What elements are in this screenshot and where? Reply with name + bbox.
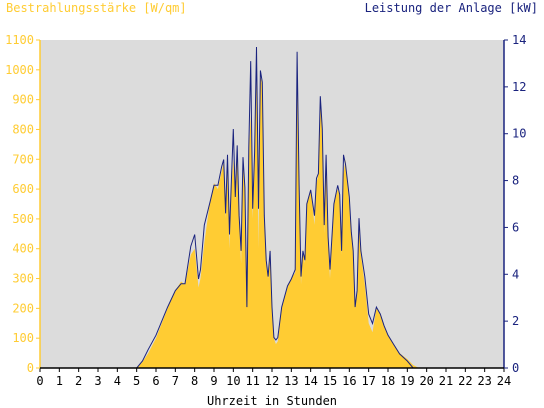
right-tick-label: 6	[512, 220, 519, 234]
left-tick-label: 500	[12, 212, 34, 226]
right-tick-label: 12	[512, 80, 526, 94]
left-tick-label: 900	[12, 93, 34, 107]
x-tick-label: 0	[36, 374, 43, 388]
right-axis-title: Leistung der Anlage [kW]	[365, 1, 538, 15]
x-tick-label: 22	[458, 374, 472, 388]
x-tick-label: 10	[226, 374, 240, 388]
right-tick-label: 0	[512, 361, 519, 375]
left-tick-label: 700	[12, 152, 34, 166]
x-tick-label: 21	[439, 374, 453, 388]
right-tick-label: 8	[512, 174, 519, 188]
x-tick-label: 24	[497, 374, 511, 388]
x-tick-label: 23	[477, 374, 491, 388]
x-tick-label: 6	[152, 374, 159, 388]
left-tick-label: 800	[12, 122, 34, 136]
left-tick-label: 1100	[5, 33, 34, 47]
x-tick-label: 14	[303, 374, 317, 388]
x-tick-label: 7	[172, 374, 179, 388]
x-tick-label: 9	[210, 374, 217, 388]
x-tick-label: 18	[381, 374, 395, 388]
right-tick-label: 14	[512, 33, 526, 47]
x-tick-label: 3	[94, 374, 101, 388]
left-tick-label: 400	[12, 242, 34, 256]
x-tick-label: 5	[133, 374, 140, 388]
x-tick-label: 16	[342, 374, 356, 388]
left-tick-label: 200	[12, 301, 34, 315]
right-tick-label: 4	[512, 267, 519, 281]
x-tick-label: 15	[323, 374, 337, 388]
x-tick-label: 4	[114, 374, 121, 388]
left-axis-title: Bestrahlungsstärke [W/qm]	[6, 1, 187, 15]
power-line	[40, 46, 504, 369]
x-tick-label: 8	[191, 374, 198, 388]
left-tick-label: 300	[12, 272, 34, 286]
x-tick-label: 19	[400, 374, 414, 388]
x-tick-label: 1	[56, 374, 63, 388]
x-tick-label: 20	[419, 374, 433, 388]
left-tick-label: 1000	[5, 63, 34, 77]
x-tick-label: 2	[75, 374, 82, 388]
left-tick-label: 0	[27, 361, 34, 375]
left-tick-label: 100	[12, 331, 34, 345]
x-axis-label: Uhrzeit in Stunden	[207, 394, 337, 408]
x-tick-label: 13	[284, 374, 298, 388]
x-tick-label: 17	[361, 374, 375, 388]
right-tick-label: 10	[512, 127, 526, 141]
x-tick-label: 11	[245, 374, 259, 388]
right-tick-label: 2	[512, 314, 519, 328]
x-tick-label: 12	[265, 374, 279, 388]
left-tick-label: 600	[12, 182, 34, 196]
